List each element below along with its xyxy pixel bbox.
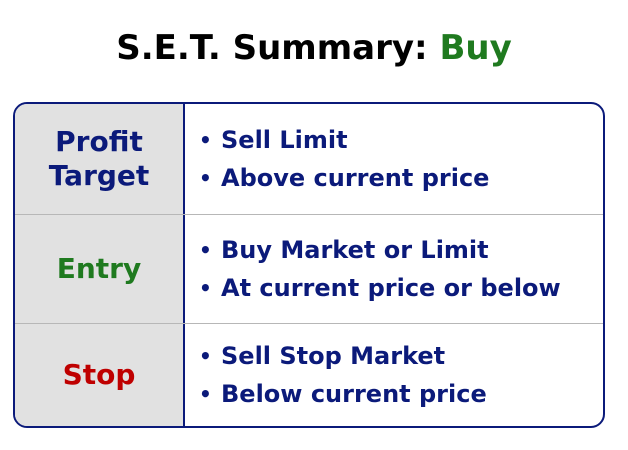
row-label-profit-target: Profit Target [15, 104, 185, 214]
list-item: • Below current price [199, 375, 603, 413]
bullet-list: • Sell Limit • Above current price [185, 104, 603, 214]
row-label-line: Profit [55, 125, 143, 158]
list-item: • Sell Limit [199, 121, 603, 159]
row-label-line: Target [48, 159, 150, 192]
list-item: • Buy Market or Limit [199, 231, 603, 269]
bullet-text: Above current price [221, 164, 490, 192]
title-accent: Buy [439, 28, 512, 68]
table-row-profit-target: Profit Target • Sell Limit • Above curre… [15, 104, 603, 215]
list-item: • At current price or below [199, 269, 603, 307]
title-prefix: S.E.T. Summary: [116, 28, 428, 68]
bullet-list: • Buy Market or Limit • At current price… [185, 215, 603, 323]
bullet-text: Sell Stop Market [221, 342, 446, 370]
bullet-text: Below current price [221, 380, 487, 408]
bullet-text: At current price or below [221, 274, 561, 302]
list-item: • Above current price [199, 159, 603, 197]
table-row-stop: Stop • Sell Stop Market • Below current … [15, 324, 603, 426]
page-title: S.E.T. Summary: Buy [0, 26, 628, 70]
row-label-entry: Entry [15, 215, 185, 323]
row-label-line: Entry [56, 252, 142, 285]
bullet-icon: • [199, 128, 212, 152]
bullet-icon: • [199, 276, 212, 300]
table-row-entry: Entry • Buy Market or Limit • At current… [15, 215, 603, 324]
row-label-stop: Stop [15, 324, 185, 426]
list-item: • Sell Stop Market [199, 337, 603, 375]
bullet-icon: • [199, 382, 212, 406]
row-label-line: Stop [62, 358, 136, 391]
bullet-text: Sell Limit [221, 126, 348, 154]
set-summary-table: Profit Target • Sell Limit • Above curre… [13, 102, 605, 428]
bullet-text: Buy Market or Limit [221, 236, 489, 264]
bullet-list: • Sell Stop Market • Below current price [185, 324, 603, 426]
bullet-icon: • [199, 166, 212, 190]
bullet-icon: • [199, 344, 212, 368]
bullet-icon: • [199, 238, 212, 262]
